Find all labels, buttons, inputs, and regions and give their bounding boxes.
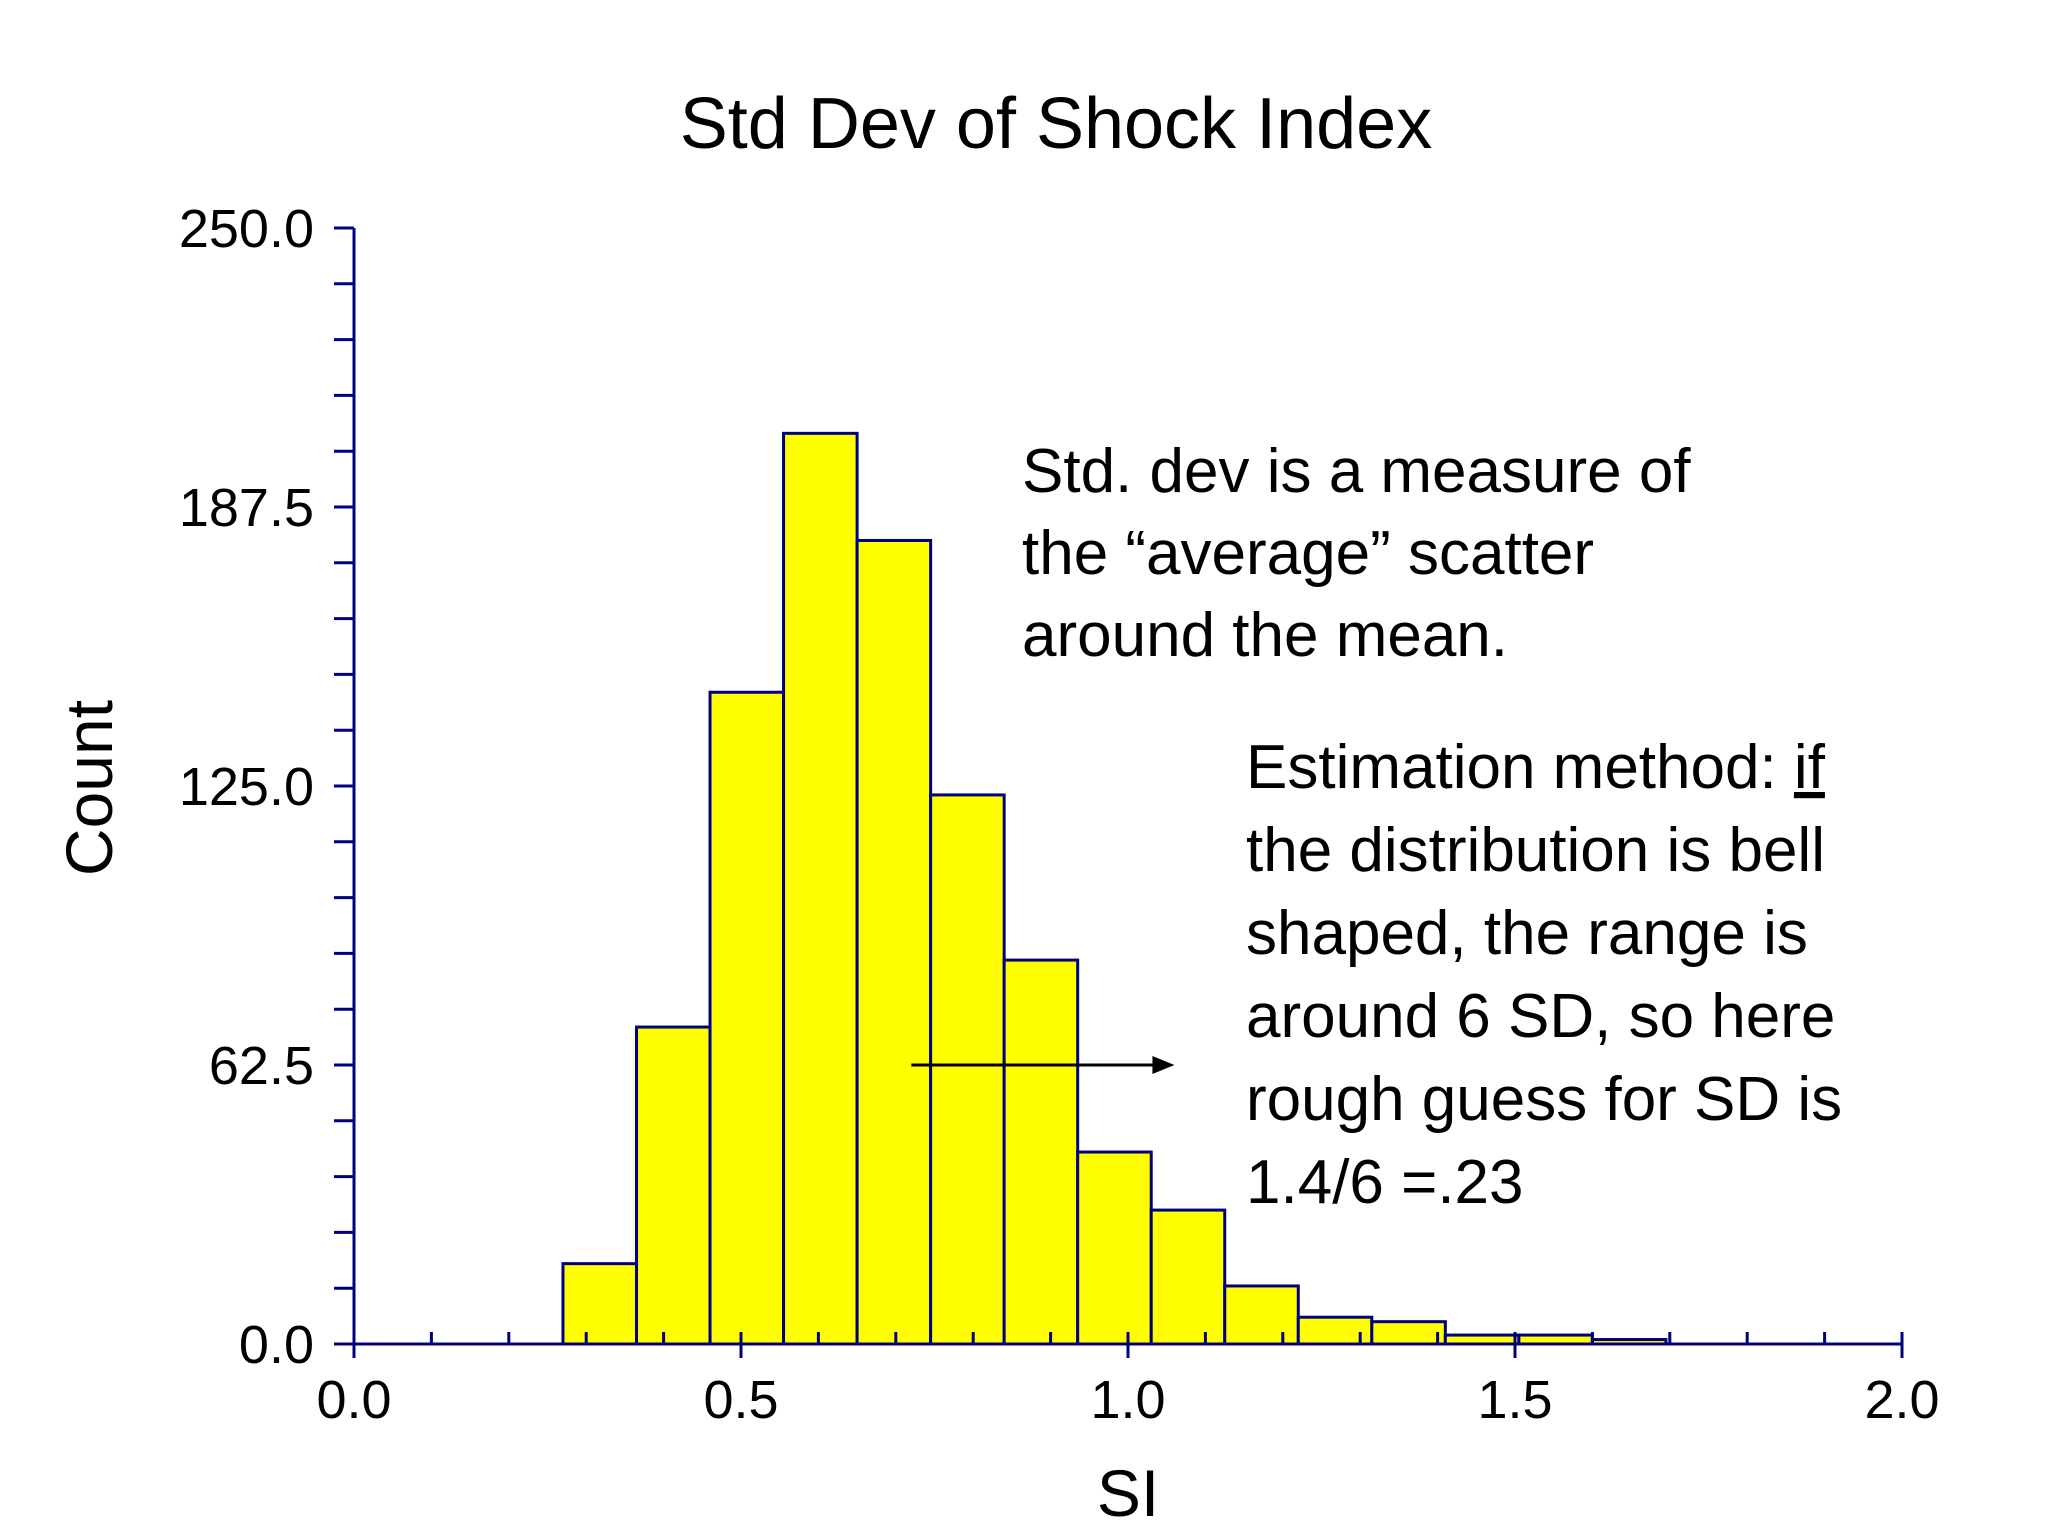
y-tick-label: 250.0 [179,199,314,259]
y-tick-label: 0.0 [239,1315,314,1375]
annotations-group: Std. dev is a measure of the “average” sc… [1022,437,1842,1217]
annotation-1-line: Std. dev is a measure of [1022,437,1691,506]
tick-labels-group: 0.0 0.5 1.0 1.5 2.0 0.0 62.5 125.0 187.5 250.0 [179,199,1940,1430]
bar-8 [1076,1150,1153,1346]
annotation-2-line: the distribution is bell [1246,816,1825,885]
y-tick-label: 125.0 [179,757,314,817]
bar-4 [782,431,859,1346]
annotation-1-line: around the mean. [1022,601,1508,670]
annotation-1-line: the “average” scatter [1022,519,1594,588]
bar-7 [1002,958,1080,1346]
bar-2 [635,1025,712,1346]
arrow-group [911,1056,1175,1074]
x-tick-label: 2.0 [1864,1370,1939,1430]
annotation-2-line: Estimation method: if [1246,733,1826,802]
annotation-span: around 6 SD, so here [1246,982,1835,1051]
bar-10 [1223,1284,1300,1346]
annotation-2-line: shaped, the range is [1246,899,1808,968]
bar-9 [1149,1208,1227,1346]
annotation-span: 1.4/6 =.23 [1246,1148,1524,1217]
bar-3 [708,690,786,1346]
bar-6 [929,793,1006,1346]
bars-group [561,431,1668,1346]
annotation-span: the distribution is bell [1246,816,1825,885]
x-tick-label: 1.5 [1477,1370,1552,1430]
x-axis-label: SI [1097,1456,1159,1530]
annotation-span: rough guess for SD is [1246,1065,1842,1134]
annotation-2-line: around 6 SD, so here [1246,982,1835,1051]
y-axis-label: Count [52,700,126,876]
bar-5 [855,538,933,1346]
annotation-span: Estimation method: [1246,733,1794,802]
bar-1 [561,1262,639,1346]
annotation-span: shaped, the range is [1246,899,1808,968]
chart-title: Std Dev of Shock Index [680,84,1432,164]
annotation-2-line: rough guess for SD is [1246,1065,1842,1134]
arrow-head [1152,1056,1175,1074]
x-tick-label: 0.5 [703,1370,778,1430]
y-tick-label: 62.5 [209,1036,314,1096]
bar-12 [1370,1320,1447,1346]
annotation-emphasis: if [1794,733,1826,802]
annotation-2-line: 1.4/6 =.23 [1246,1148,1524,1217]
y-tick-label: 187.5 [179,478,314,538]
ticks-group [334,226,1904,1358]
x-tick-label: 0.0 [316,1370,391,1430]
x-tick-label: 1.0 [1090,1370,1165,1430]
